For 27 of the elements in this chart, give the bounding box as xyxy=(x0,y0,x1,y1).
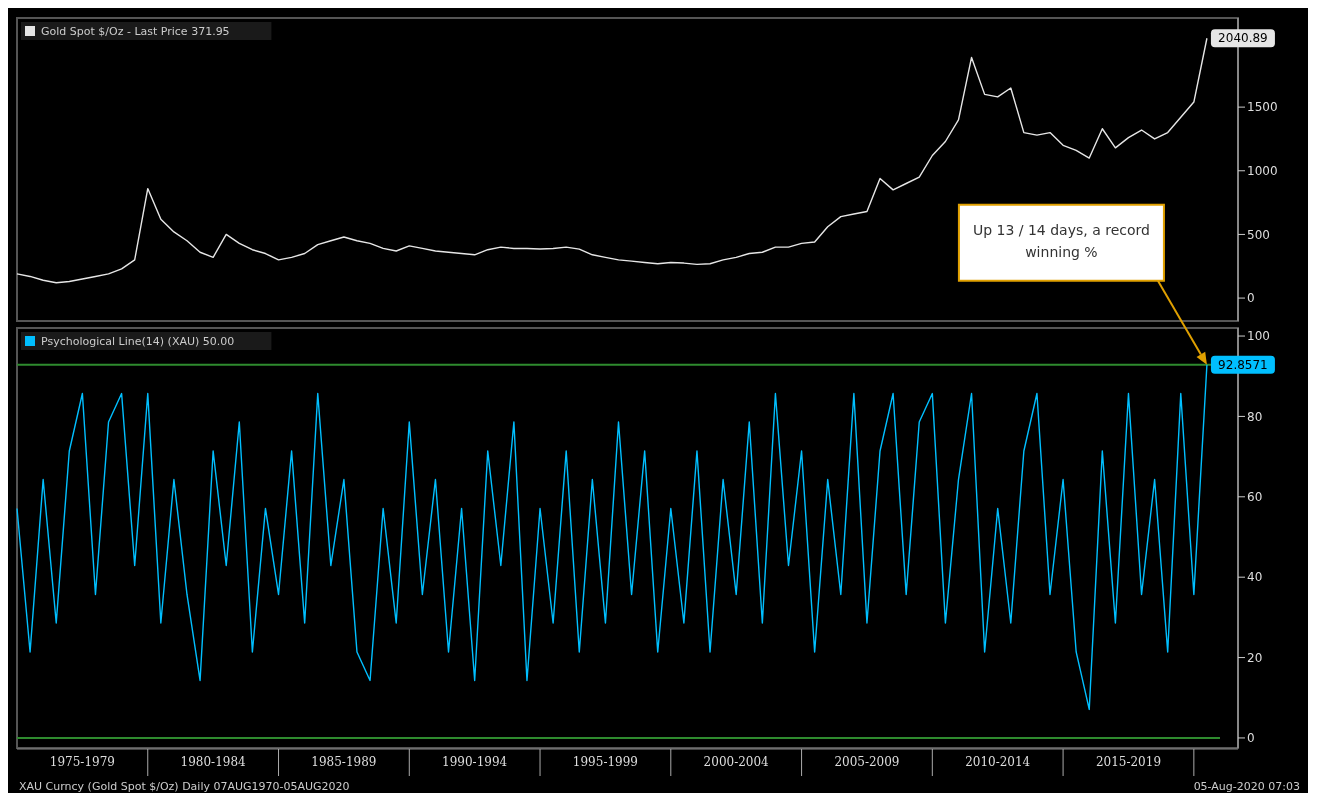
data-label: 2040.89 xyxy=(1218,31,1268,46)
y-tick-label: 40 xyxy=(1247,570,1263,585)
text: 05-Aug-2020 07:03 xyxy=(1193,780,1300,793)
annotation: Up 13 / 14 days, a record winning % xyxy=(972,221,1150,260)
legend-label: Gold Spot $/Oz - Last Price 371.95 xyxy=(41,24,230,38)
y-tick-label: 100 xyxy=(1247,329,1270,344)
text: XAU Curncy (Gold Spot $/Oz) Daily 07AUG1970-05AUG2020 xyxy=(19,780,350,793)
y-tick-label: 1000 xyxy=(1247,163,1278,178)
x-tick-label: 2000-2004 xyxy=(703,755,770,769)
x-tick-label: 1975-1979 xyxy=(49,755,115,769)
line-series xyxy=(16,37,1208,284)
x-tick-label: 2005-2009 xyxy=(834,755,900,769)
y-tick-label: 0 xyxy=(1247,731,1255,746)
y-tick-label: 1500 xyxy=(1247,100,1278,115)
legend-label: Psychological Line(14) (XAU) 50.00 xyxy=(41,334,235,348)
y-tick-label: 60 xyxy=(1247,490,1263,504)
data-label: 92.8571 xyxy=(1218,357,1268,372)
x-tick-label: 1980-1984 xyxy=(180,755,247,769)
x-tick-label: 2010-2014 xyxy=(965,755,1031,769)
y-tick-label: 0 xyxy=(1247,291,1255,306)
y-tick-label: 500 xyxy=(1247,227,1270,242)
x-tick-label: 1990-1994 xyxy=(442,755,508,769)
x-tick-label: 1985-1989 xyxy=(311,755,377,769)
x-tick-label: 1995-1999 xyxy=(572,755,638,769)
x-tick-label: 2015-2019 xyxy=(1095,755,1162,769)
y-tick-label: 80 xyxy=(1247,409,1263,424)
y-tick-label: 20 xyxy=(1247,650,1263,665)
